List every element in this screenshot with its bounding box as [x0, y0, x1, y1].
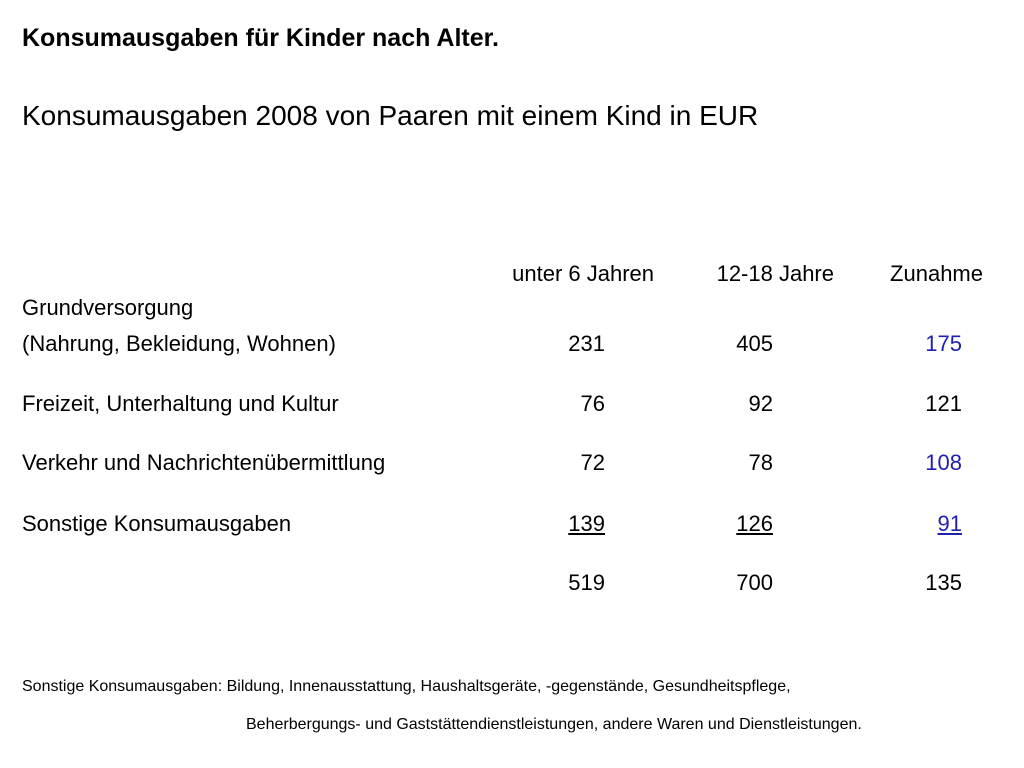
total-increase: 135: [925, 570, 962, 595]
cell-other-increase: 91: [937, 511, 962, 536]
page-title: Konsumausgaben für Kinder nach Alter.: [22, 24, 499, 52]
row-label-basic-care-detail: (Nahrung, Bekleidung, Wohnen): [22, 331, 336, 356]
total-under-6: 519: [568, 570, 605, 595]
row-label-leisure: Freizeit, Unterhaltung und Kultur: [22, 391, 339, 416]
cell-other-under-6: 139: [568, 511, 605, 536]
cell-basic-care-increase: 175: [925, 331, 962, 356]
cell-transport-increase: 108: [925, 450, 962, 475]
row-label-basic-care: Grundversorgung: [22, 295, 194, 320]
column-header-12-18: 12-18 Jahre: [716, 261, 834, 286]
page-subtitle: Konsumausgaben 2008 von Paaren mit einem…: [22, 100, 759, 131]
cell-basic-care-under-6: 231: [568, 331, 605, 356]
cell-other-12-18: 126: [736, 511, 773, 536]
cell-leisure-increase: 121: [925, 391, 962, 416]
cell-leisure-12-18: 92: [748, 391, 773, 416]
cell-leisure-under-6: 76: [580, 391, 605, 416]
footnote-line-1: Sonstige Konsumausgaben: Bildung, Innena…: [22, 678, 791, 695]
total-12-18: 700: [736, 570, 773, 595]
footnote-line-2: Beherbergungs- und Gaststättendienstleis…: [246, 716, 862, 733]
cell-transport-12-18: 78: [748, 450, 773, 475]
column-header-increase: Zunahme: [890, 261, 983, 286]
cell-basic-care-12-18: 405: [736, 331, 773, 356]
column-header-under-6: unter 6 Jahren: [512, 261, 654, 286]
row-label-transport: Verkehr und Nachrichtenübermittlung: [22, 450, 386, 475]
row-label-other: Sonstige Konsumausgaben: [22, 511, 292, 536]
cell-transport-under-6: 72: [580, 450, 605, 475]
